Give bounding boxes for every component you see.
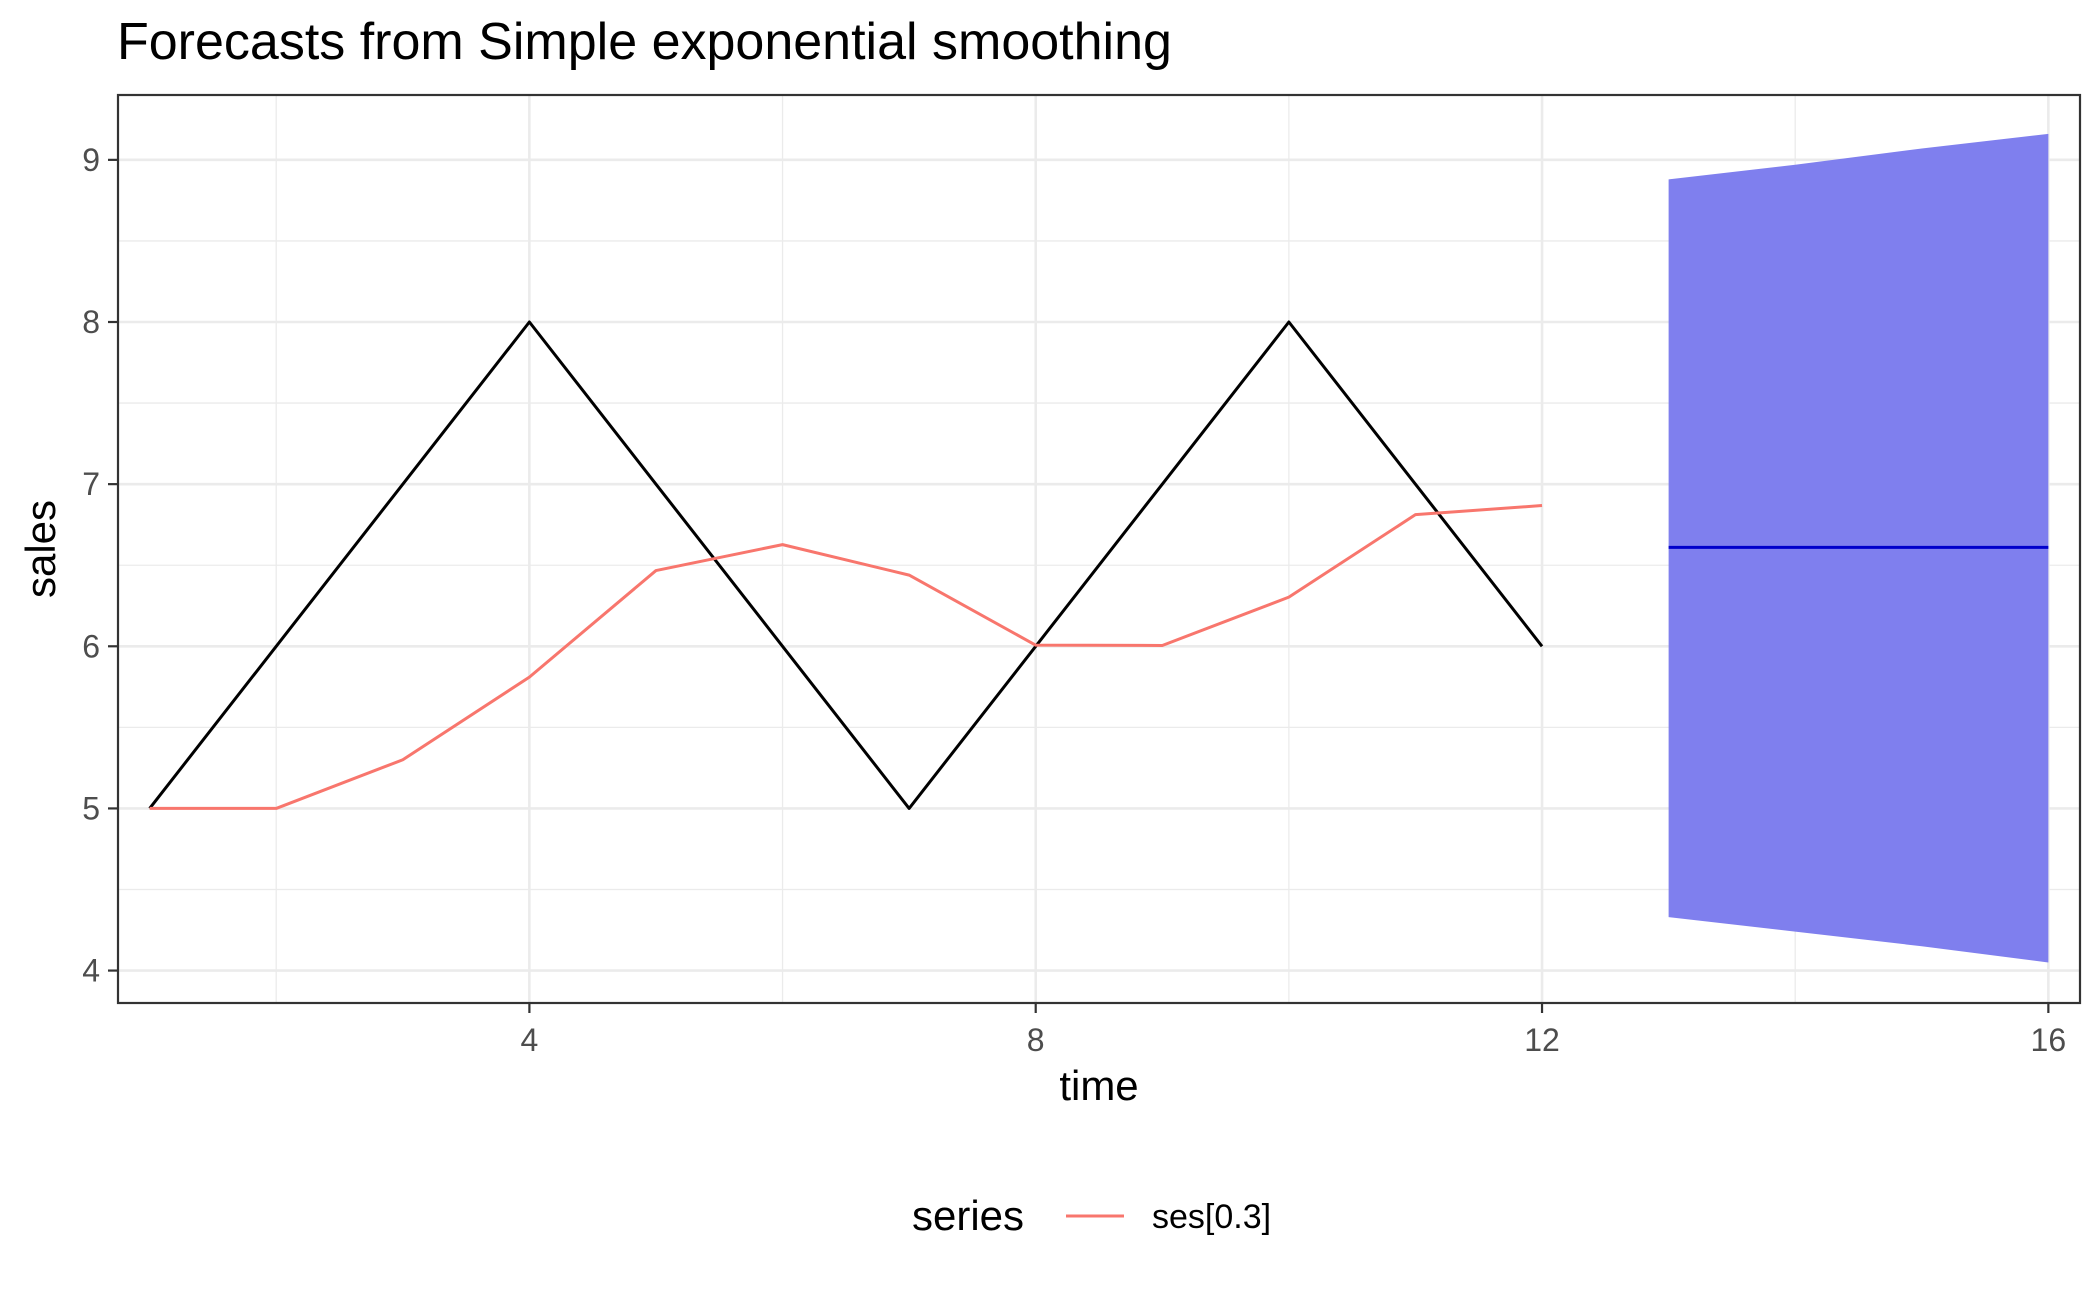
x-tick-label-1: 8 xyxy=(1027,1022,1045,1058)
x-tick-label-2: 12 xyxy=(1524,1022,1560,1058)
y-tick-label-5: 9 xyxy=(82,142,100,178)
y-tick-label-1: 5 xyxy=(82,790,100,826)
y-tick-label-0: 4 xyxy=(82,953,100,989)
y-tick-label-4: 8 xyxy=(82,304,100,340)
x-tick-label-3: 16 xyxy=(2031,1022,2067,1058)
series-line-0 xyxy=(149,504,1543,810)
legend: series ses[0.3] xyxy=(912,1192,1271,1239)
y-tick-label-3: 7 xyxy=(82,466,100,502)
chart-title: Forecasts from Simple exponential smooth… xyxy=(117,13,1172,71)
plot-panel-border xyxy=(116,93,2082,1005)
observed-sales-line xyxy=(148,320,1544,810)
line-layer xyxy=(148,320,2049,810)
y-axis: 4 5 6 7 8 9 xyxy=(82,142,118,989)
x-tick-label-0: 4 xyxy=(520,1022,538,1058)
y-axis-title: sales xyxy=(17,500,64,598)
legend-title: series xyxy=(912,1192,1024,1239)
x-axis: 4 8 12 16 xyxy=(520,1003,2066,1058)
y-tick-label-2: 6 xyxy=(82,628,100,664)
x-axis-title: time xyxy=(1059,1062,1138,1109)
legend-label-ses: ses[0.3] xyxy=(1152,1198,1271,1236)
